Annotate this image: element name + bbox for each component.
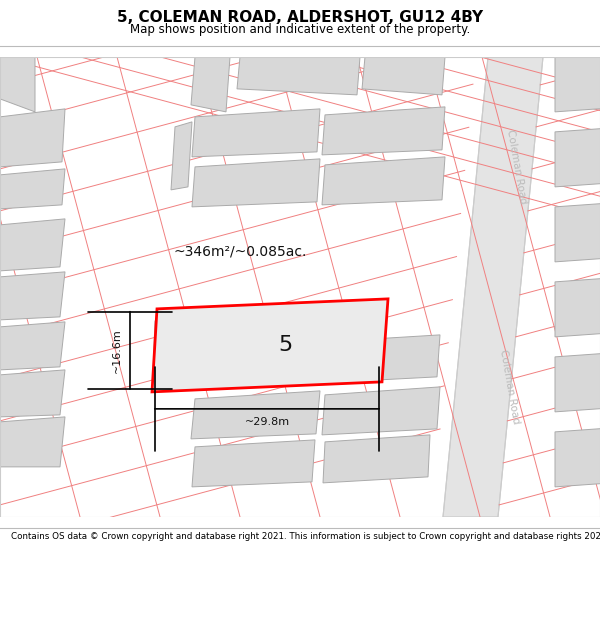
Polygon shape bbox=[322, 107, 445, 155]
Text: ~29.8m: ~29.8m bbox=[244, 417, 290, 427]
Polygon shape bbox=[555, 426, 600, 487]
Polygon shape bbox=[443, 57, 543, 517]
Polygon shape bbox=[0, 322, 65, 370]
Polygon shape bbox=[322, 387, 440, 435]
Polygon shape bbox=[0, 109, 65, 167]
Text: Map shows position and indicative extent of the property.: Map shows position and indicative extent… bbox=[130, 22, 470, 36]
Polygon shape bbox=[152, 299, 388, 392]
Polygon shape bbox=[555, 126, 600, 187]
Polygon shape bbox=[555, 276, 600, 337]
Polygon shape bbox=[555, 201, 600, 262]
Text: 5: 5 bbox=[278, 335, 292, 355]
Text: Contains OS data © Crown copyright and database right 2021. This information is : Contains OS data © Crown copyright and d… bbox=[11, 532, 600, 541]
Polygon shape bbox=[0, 169, 65, 209]
Polygon shape bbox=[555, 351, 600, 412]
Polygon shape bbox=[0, 219, 65, 271]
Polygon shape bbox=[322, 335, 440, 383]
Text: Coleman Road: Coleman Road bbox=[506, 129, 529, 205]
Polygon shape bbox=[192, 339, 320, 387]
Text: ~346m²/~0.085ac.: ~346m²/~0.085ac. bbox=[173, 245, 307, 259]
Polygon shape bbox=[0, 370, 65, 417]
Polygon shape bbox=[171, 122, 192, 190]
Text: 5, COLEMAN ROAD, ALDERSHOT, GU12 4BY: 5, COLEMAN ROAD, ALDERSHOT, GU12 4BY bbox=[117, 10, 483, 25]
Polygon shape bbox=[323, 435, 430, 483]
Polygon shape bbox=[192, 159, 320, 207]
Polygon shape bbox=[362, 57, 445, 95]
Polygon shape bbox=[192, 109, 320, 157]
Polygon shape bbox=[191, 391, 320, 439]
Polygon shape bbox=[0, 57, 35, 112]
Polygon shape bbox=[0, 417, 65, 467]
Polygon shape bbox=[237, 57, 360, 95]
Text: Coleman Road: Coleman Road bbox=[499, 349, 521, 425]
Polygon shape bbox=[153, 318, 215, 372]
Polygon shape bbox=[192, 440, 315, 487]
Polygon shape bbox=[0, 272, 65, 320]
Polygon shape bbox=[555, 51, 600, 112]
Text: ~16.6m: ~16.6m bbox=[112, 328, 122, 372]
Polygon shape bbox=[322, 157, 445, 205]
Polygon shape bbox=[191, 57, 230, 112]
